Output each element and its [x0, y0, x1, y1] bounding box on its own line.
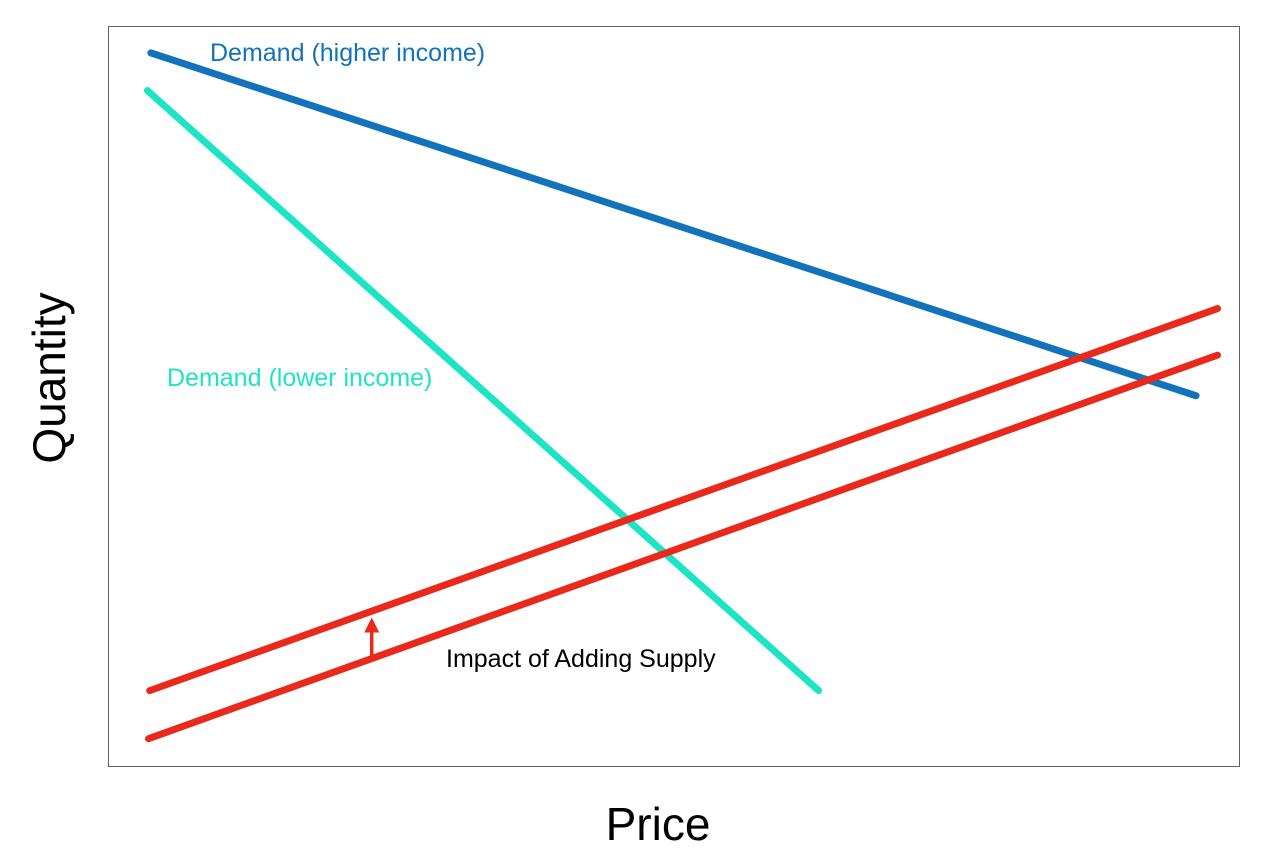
plot-area: Demand (higher income) Demand (lower inc…	[108, 26, 1240, 767]
series-line-demand-higher-income	[147, 49, 1200, 400]
series-line-supply-original	[145, 351, 1222, 743]
series-line-demand-lower-income	[143, 87, 823, 695]
arrow-head-supply-shift-arrow	[364, 617, 380, 633]
x-axis-label: Price	[605, 798, 711, 850]
y-axis-label: Quantity	[23, 292, 75, 464]
demand-higher-income-label: Demand (higher income)	[210, 39, 486, 67]
demand-lower-income-label: Demand (lower income)	[167, 364, 433, 392]
impact-of-adding-supply-label: Impact of Adding Supply	[446, 645, 716, 673]
series-line-supply-shifted-up	[146, 305, 1222, 695]
chart-svg	[143, 49, 1222, 743]
